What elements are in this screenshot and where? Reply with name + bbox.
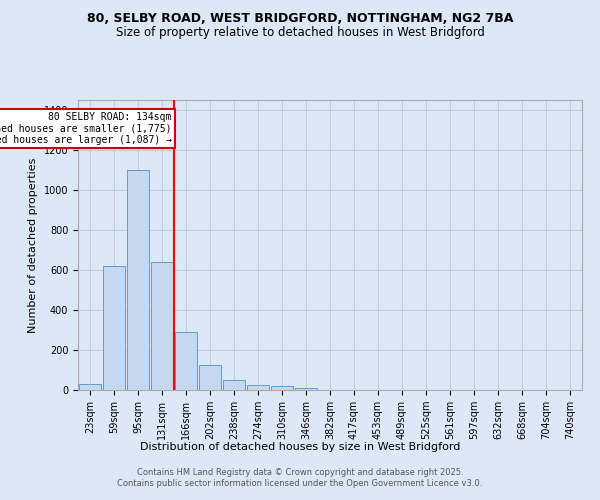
Text: 80, SELBY ROAD, WEST BRIDGFORD, NOTTINGHAM, NG2 7BA: 80, SELBY ROAD, WEST BRIDGFORD, NOTTINGH… <box>87 12 513 26</box>
Bar <box>151 262 173 390</box>
Y-axis label: Number of detached properties: Number of detached properties <box>28 158 38 332</box>
Bar <box>79 384 101 390</box>
Bar <box>295 388 317 390</box>
Text: Size of property relative to detached houses in West Bridgford: Size of property relative to detached ho… <box>116 26 484 39</box>
Text: Distribution of detached houses by size in West Bridgford: Distribution of detached houses by size … <box>140 442 460 452</box>
Bar <box>175 332 197 390</box>
Bar <box>223 380 245 390</box>
Text: Contains HM Land Registry data © Crown copyright and database right 2025.
Contai: Contains HM Land Registry data © Crown c… <box>118 468 482 487</box>
Bar <box>127 170 149 390</box>
Bar <box>271 386 293 390</box>
Bar <box>199 365 221 390</box>
Bar <box>103 266 125 390</box>
Bar <box>247 385 269 390</box>
Text: 80 SELBY ROAD: 134sqm
← 62% of detached houses are smaller (1,775)
38% of semi-d: 80 SELBY ROAD: 134sqm ← 62% of detached … <box>0 112 172 145</box>
